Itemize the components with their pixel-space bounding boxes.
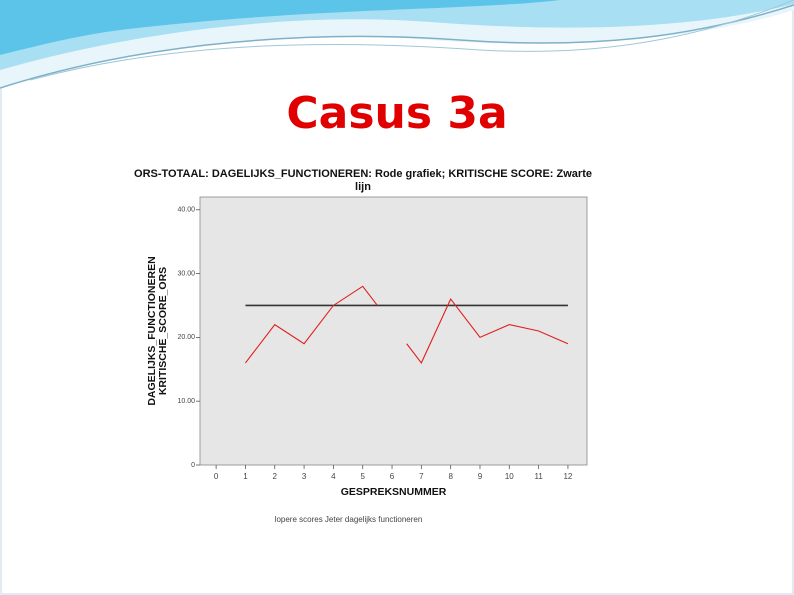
y-tick-label: 20.00 [177,334,195,341]
x-tick-label: 6 [390,472,395,481]
chart-image: ORS-TOTAAL: DAGELIJKS_FUNCTIONEREN: Rode… [128,160,597,538]
x-tick-label: 4 [331,472,336,481]
series-line [245,285,569,364]
x-tick-label: 1 [243,472,248,481]
x-tick-label: 10 [505,472,514,481]
x-tick-label: 12 [563,472,572,481]
wave-line [29,0,794,81]
x-tick-label: 8 [448,472,453,481]
y-axis-label-line: KRITISCHE_SCORE_ORS [157,267,169,395]
y-tick-label: 30.00 [177,270,195,277]
x-tick-label: 3 [302,472,307,481]
x-tick-label: 11 [534,472,543,481]
footnote: lopere scores Jeter dagelijks functioner… [275,515,423,524]
y-axis-label: DAGELIJKS_FUNCTIONERENKRITISCHE_SCORE_OR… [146,256,169,405]
plot-area [199,196,588,466]
x-tick-label: 2 [273,472,278,481]
y-axis-label-line: DAGELIJKS_FUNCTIONEREN [146,256,158,405]
x-tick-label: 7 [419,472,424,481]
x-tick-label: 0 [214,472,219,481]
y-tick-label: 0 [191,462,195,469]
y-tick-label: 40.00 [177,207,195,214]
wave [0,0,560,55]
x-tick-label: 9 [478,472,483,481]
wave-line [0,4,794,89]
x-tick-label: 5 [360,472,365,481]
x-axis-label: GESPREKSNUMMER [341,486,447,498]
chart-title: ORS-TOTAAL: DAGELIJKS_FUNCTIONEREN: Rode… [134,168,592,193]
slide-title: Casus 3a [286,88,508,139]
y-tick-label: 10.00 [177,398,195,405]
